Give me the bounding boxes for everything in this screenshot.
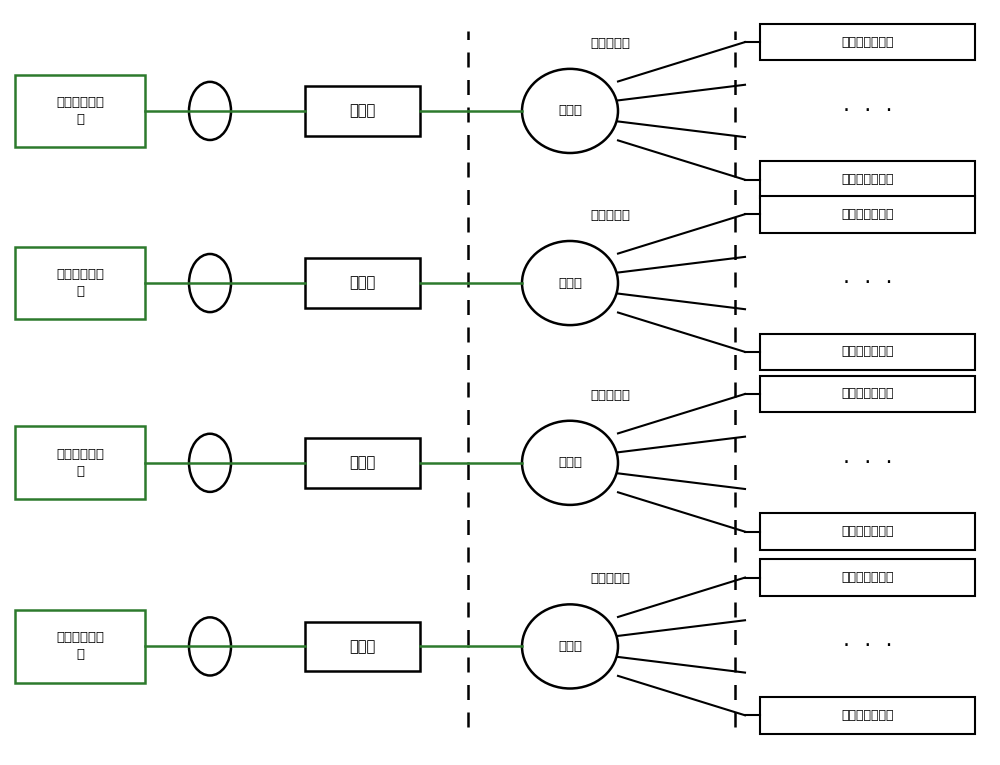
Text: 中继器: 中继器: [349, 639, 376, 654]
Ellipse shape: [522, 69, 618, 153]
FancyBboxPatch shape: [760, 334, 975, 370]
FancyBboxPatch shape: [760, 24, 975, 60]
Text: 混合光网络单元: 混合光网络单元: [841, 526, 894, 538]
FancyBboxPatch shape: [305, 259, 420, 308]
Text: ·  ·  ·: · · ·: [843, 453, 892, 473]
Ellipse shape: [189, 82, 231, 140]
Text: 光分配网络: 光分配网络: [590, 37, 630, 50]
Ellipse shape: [189, 434, 231, 492]
Text: ·  ·  ·: · · ·: [843, 101, 892, 121]
Text: 混合光网络单元: 混合光网络单元: [841, 571, 894, 584]
Ellipse shape: [522, 604, 618, 688]
FancyBboxPatch shape: [760, 161, 975, 198]
FancyBboxPatch shape: [760, 513, 975, 550]
Ellipse shape: [522, 241, 618, 325]
Text: 分光器: 分光器: [558, 105, 582, 117]
Text: 光分配网络: 光分配网络: [590, 389, 630, 402]
FancyBboxPatch shape: [15, 610, 145, 683]
Ellipse shape: [522, 421, 618, 505]
FancyBboxPatch shape: [15, 427, 145, 499]
Ellipse shape: [189, 254, 231, 312]
Text: 混合光网络单元: 混合光网络单元: [841, 36, 894, 48]
FancyBboxPatch shape: [760, 559, 975, 596]
Text: 光分配网络: 光分配网络: [590, 572, 630, 585]
FancyBboxPatch shape: [305, 438, 420, 488]
Text: 中继器: 中继器: [349, 103, 376, 119]
Text: 混合光网络单元: 混合光网络单元: [841, 709, 894, 721]
Text: 分光器: 分光器: [558, 277, 582, 289]
Text: 光分配网络: 光分配网络: [590, 209, 630, 222]
Text: ·  ·  ·: · · ·: [843, 636, 892, 656]
Text: 混合光网络单元: 混合光网络单元: [841, 174, 894, 186]
Text: 混合光网络单元: 混合光网络单元: [841, 346, 894, 358]
Text: ·  ·  ·: · · ·: [843, 273, 892, 293]
Text: 混合光线路终
端: 混合光线路终 端: [56, 448, 104, 478]
Text: 中继器: 中继器: [349, 455, 376, 470]
Ellipse shape: [189, 617, 231, 675]
FancyBboxPatch shape: [760, 376, 975, 412]
FancyBboxPatch shape: [760, 697, 975, 734]
Text: 分光器: 分光器: [558, 457, 582, 469]
FancyBboxPatch shape: [305, 621, 420, 672]
FancyBboxPatch shape: [305, 86, 420, 136]
Text: 混合光网络单元: 混合光网络单元: [841, 388, 894, 400]
Text: 分光器: 分光器: [558, 640, 582, 653]
FancyBboxPatch shape: [15, 246, 145, 320]
Text: 混合光线路终
端: 混合光线路终 端: [56, 268, 104, 298]
Text: 混合光线路终
端: 混合光线路终 端: [56, 96, 104, 126]
Text: 混合光网络单元: 混合光网络单元: [841, 208, 894, 220]
FancyBboxPatch shape: [760, 196, 975, 233]
Text: 中继器: 中继器: [349, 275, 376, 291]
Text: 混合光线路终
端: 混合光线路终 端: [56, 631, 104, 662]
FancyBboxPatch shape: [15, 75, 145, 148]
